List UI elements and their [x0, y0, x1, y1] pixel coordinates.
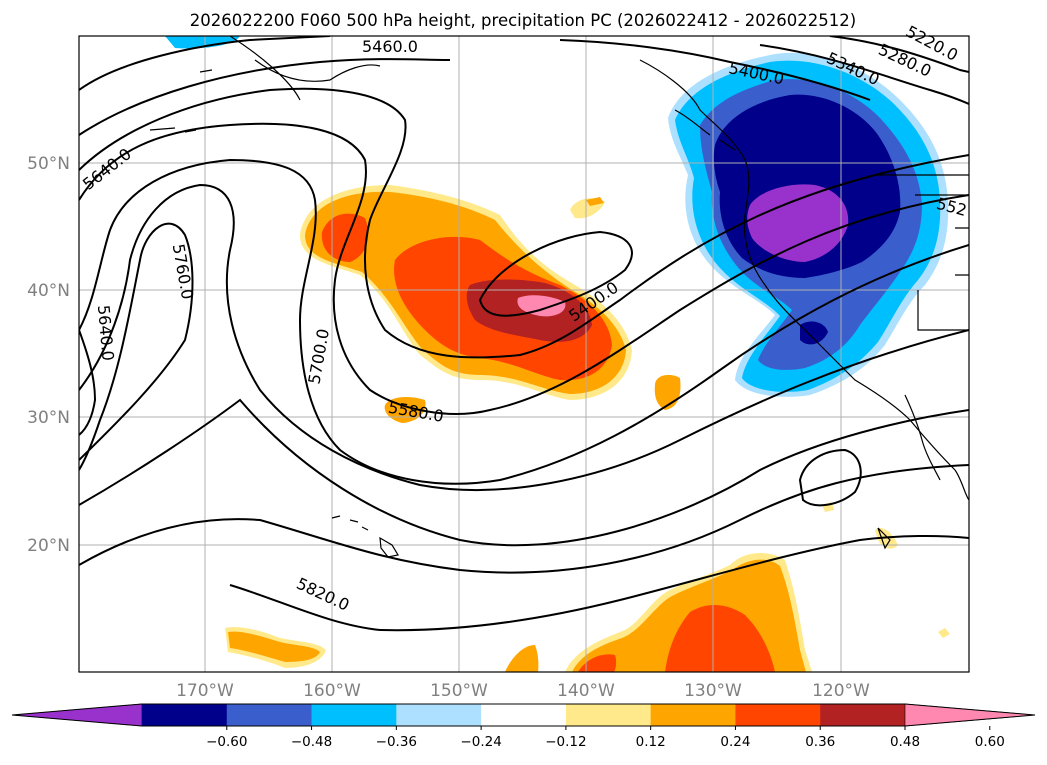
contour-line [79, 87, 969, 359]
contour-line [759, 44, 969, 105]
contour-line [79, 398, 969, 547]
colorbar-tick-label: 0.36 [805, 734, 835, 750]
colorbar: −0.60 −0.48 −0.36 −0.24 −0.12 0.12 0.24 0.36 0.4… [11, 703, 1036, 750]
map-area [79, 36, 969, 672]
contour-line [79, 222, 194, 471]
latitude-labels: 50°N 40°N 30°N 20°N [27, 154, 70, 556]
colorbar-segment [735, 704, 821, 726]
contour-line [79, 36, 331, 91]
height-contours [79, 36, 969, 632]
lon-label: 120°W [812, 681, 870, 701]
lat-label: 50°N [27, 154, 70, 174]
colorbar-segment [311, 704, 397, 726]
colorbar-tick-label: −0.24 [460, 734, 501, 750]
contour-line [798, 448, 862, 507]
contour-line [79, 122, 969, 415]
map-frame [78, 35, 970, 673]
lat-label: 20°N [27, 536, 70, 556]
contour-line [79, 183, 969, 491]
colorbar-segment [565, 704, 652, 726]
precip-negative-fills [165, 36, 949, 397]
colorbar-segment [142, 704, 228, 726]
lon-label: 150°W [430, 681, 488, 701]
contour-label: 5640.0 [94, 304, 118, 361]
figure-title: 2026022200 F060 500 hPa height, precipit… [190, 11, 856, 30]
contour-line [229, 534, 969, 632]
longitude-labels: 170°W 160°W 150°W 140°W 130°W 120°W [176, 681, 870, 701]
colorbar-tick-label: 0.48 [890, 734, 920, 750]
contour-line [79, 329, 97, 436]
contour-label: 5460.0 [362, 37, 418, 56]
contour-line [79, 464, 969, 574]
colorbar-tick-label: −0.36 [376, 734, 417, 750]
contour-line [559, 39, 871, 101]
lat-label: 40°N [27, 281, 70, 301]
lon-label: 170°W [176, 681, 234, 701]
colorbar-segment [226, 704, 313, 726]
lon-label: 160°W [303, 681, 361, 701]
colorbar-tick-label: −0.60 [206, 734, 247, 750]
contour-line [79, 58, 451, 136]
colorbar-segment [650, 704, 736, 726]
lat-label: 30°N [27, 408, 70, 428]
colorbar-extend-low [11, 703, 143, 727]
colorbar-tick-label: −0.48 [291, 734, 332, 750]
contour-line [829, 36, 969, 73]
colorbar-tick-label: −0.12 [545, 734, 586, 750]
colorbar-outline [11, 703, 1036, 727]
colorbar-segment [396, 704, 482, 726]
contour-line [79, 158, 969, 485]
colorbar-segment [481, 704, 567, 726]
lon-label: 130°W [684, 681, 742, 701]
colorbar-tick-label: 0.24 [720, 734, 750, 750]
colorbar-segment [820, 704, 906, 726]
colorbar-extend-high [904, 703, 1036, 727]
contour-line [478, 230, 633, 317]
precip-positive-fills [225, 185, 950, 672]
colorbar-tick-label: 0.12 [636, 734, 666, 750]
lon-label: 140°W [557, 681, 615, 701]
colorbar-tick-label: 0.60 [975, 734, 1005, 750]
